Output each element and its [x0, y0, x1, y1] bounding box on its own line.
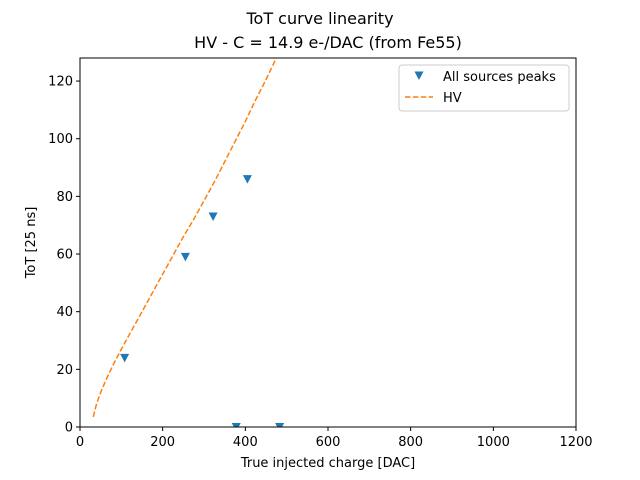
- x-tick-label: 800: [398, 435, 423, 450]
- data-point-peak: [120, 353, 130, 363]
- y-tick-label: 100: [48, 132, 73, 147]
- chart-subtitle: HV - C = 14.9 e-/DAC (from Fe55): [194, 33, 462, 52]
- x-tick-label: 1200: [559, 435, 592, 450]
- data-point-peak: [231, 423, 241, 427]
- ticks-layer: 0 200 400 600 800 1000 1200 0 20 40 60 80 100 120: [48, 75, 592, 450]
- data-point-peak: [180, 252, 190, 262]
- y-axis-label: ToT [25 ns]: [24, 207, 39, 280]
- legend-label-hv: HV: [443, 91, 462, 106]
- legend-marker-triangle: [414, 71, 424, 80]
- x-tick-label: 1000: [477, 435, 510, 450]
- y-tick-label: 40: [56, 305, 73, 320]
- series-layer: [92, 58, 285, 427]
- y-tick-label: 20: [56, 363, 73, 378]
- data-point-peak: [242, 175, 252, 184]
- y-tick-label: 60: [56, 248, 73, 263]
- y-tick-label: 0: [65, 421, 73, 436]
- legend: All sources peaks HV: [398, 64, 570, 112]
- data-point-peak: [275, 423, 285, 427]
- x-tick-label: 200: [150, 435, 175, 450]
- plot-area: [80, 58, 576, 427]
- x-tick-label: 600: [316, 435, 341, 450]
- y-tick-label: 120: [48, 75, 73, 90]
- y-tick-label: 80: [56, 190, 73, 205]
- data-point-peak: [208, 212, 218, 222]
- x-tick-label: 0: [76, 435, 84, 450]
- legend-box: [398, 64, 570, 112]
- series-line-hv: [92, 58, 278, 418]
- legend-label-peaks: All sources peaks: [443, 70, 556, 85]
- chart-title: ToT curve linearity: [245, 9, 393, 28]
- x-axis-label: True injected charge [DAC]: [240, 456, 415, 471]
- x-tick-label: 400: [233, 435, 258, 450]
